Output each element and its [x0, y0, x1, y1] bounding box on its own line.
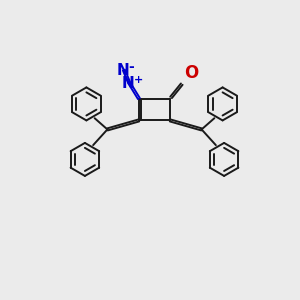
Text: N: N	[122, 76, 134, 91]
Text: -: -	[128, 60, 134, 74]
Text: N: N	[116, 63, 129, 78]
Text: O: O	[184, 64, 199, 82]
Text: +: +	[134, 75, 143, 85]
